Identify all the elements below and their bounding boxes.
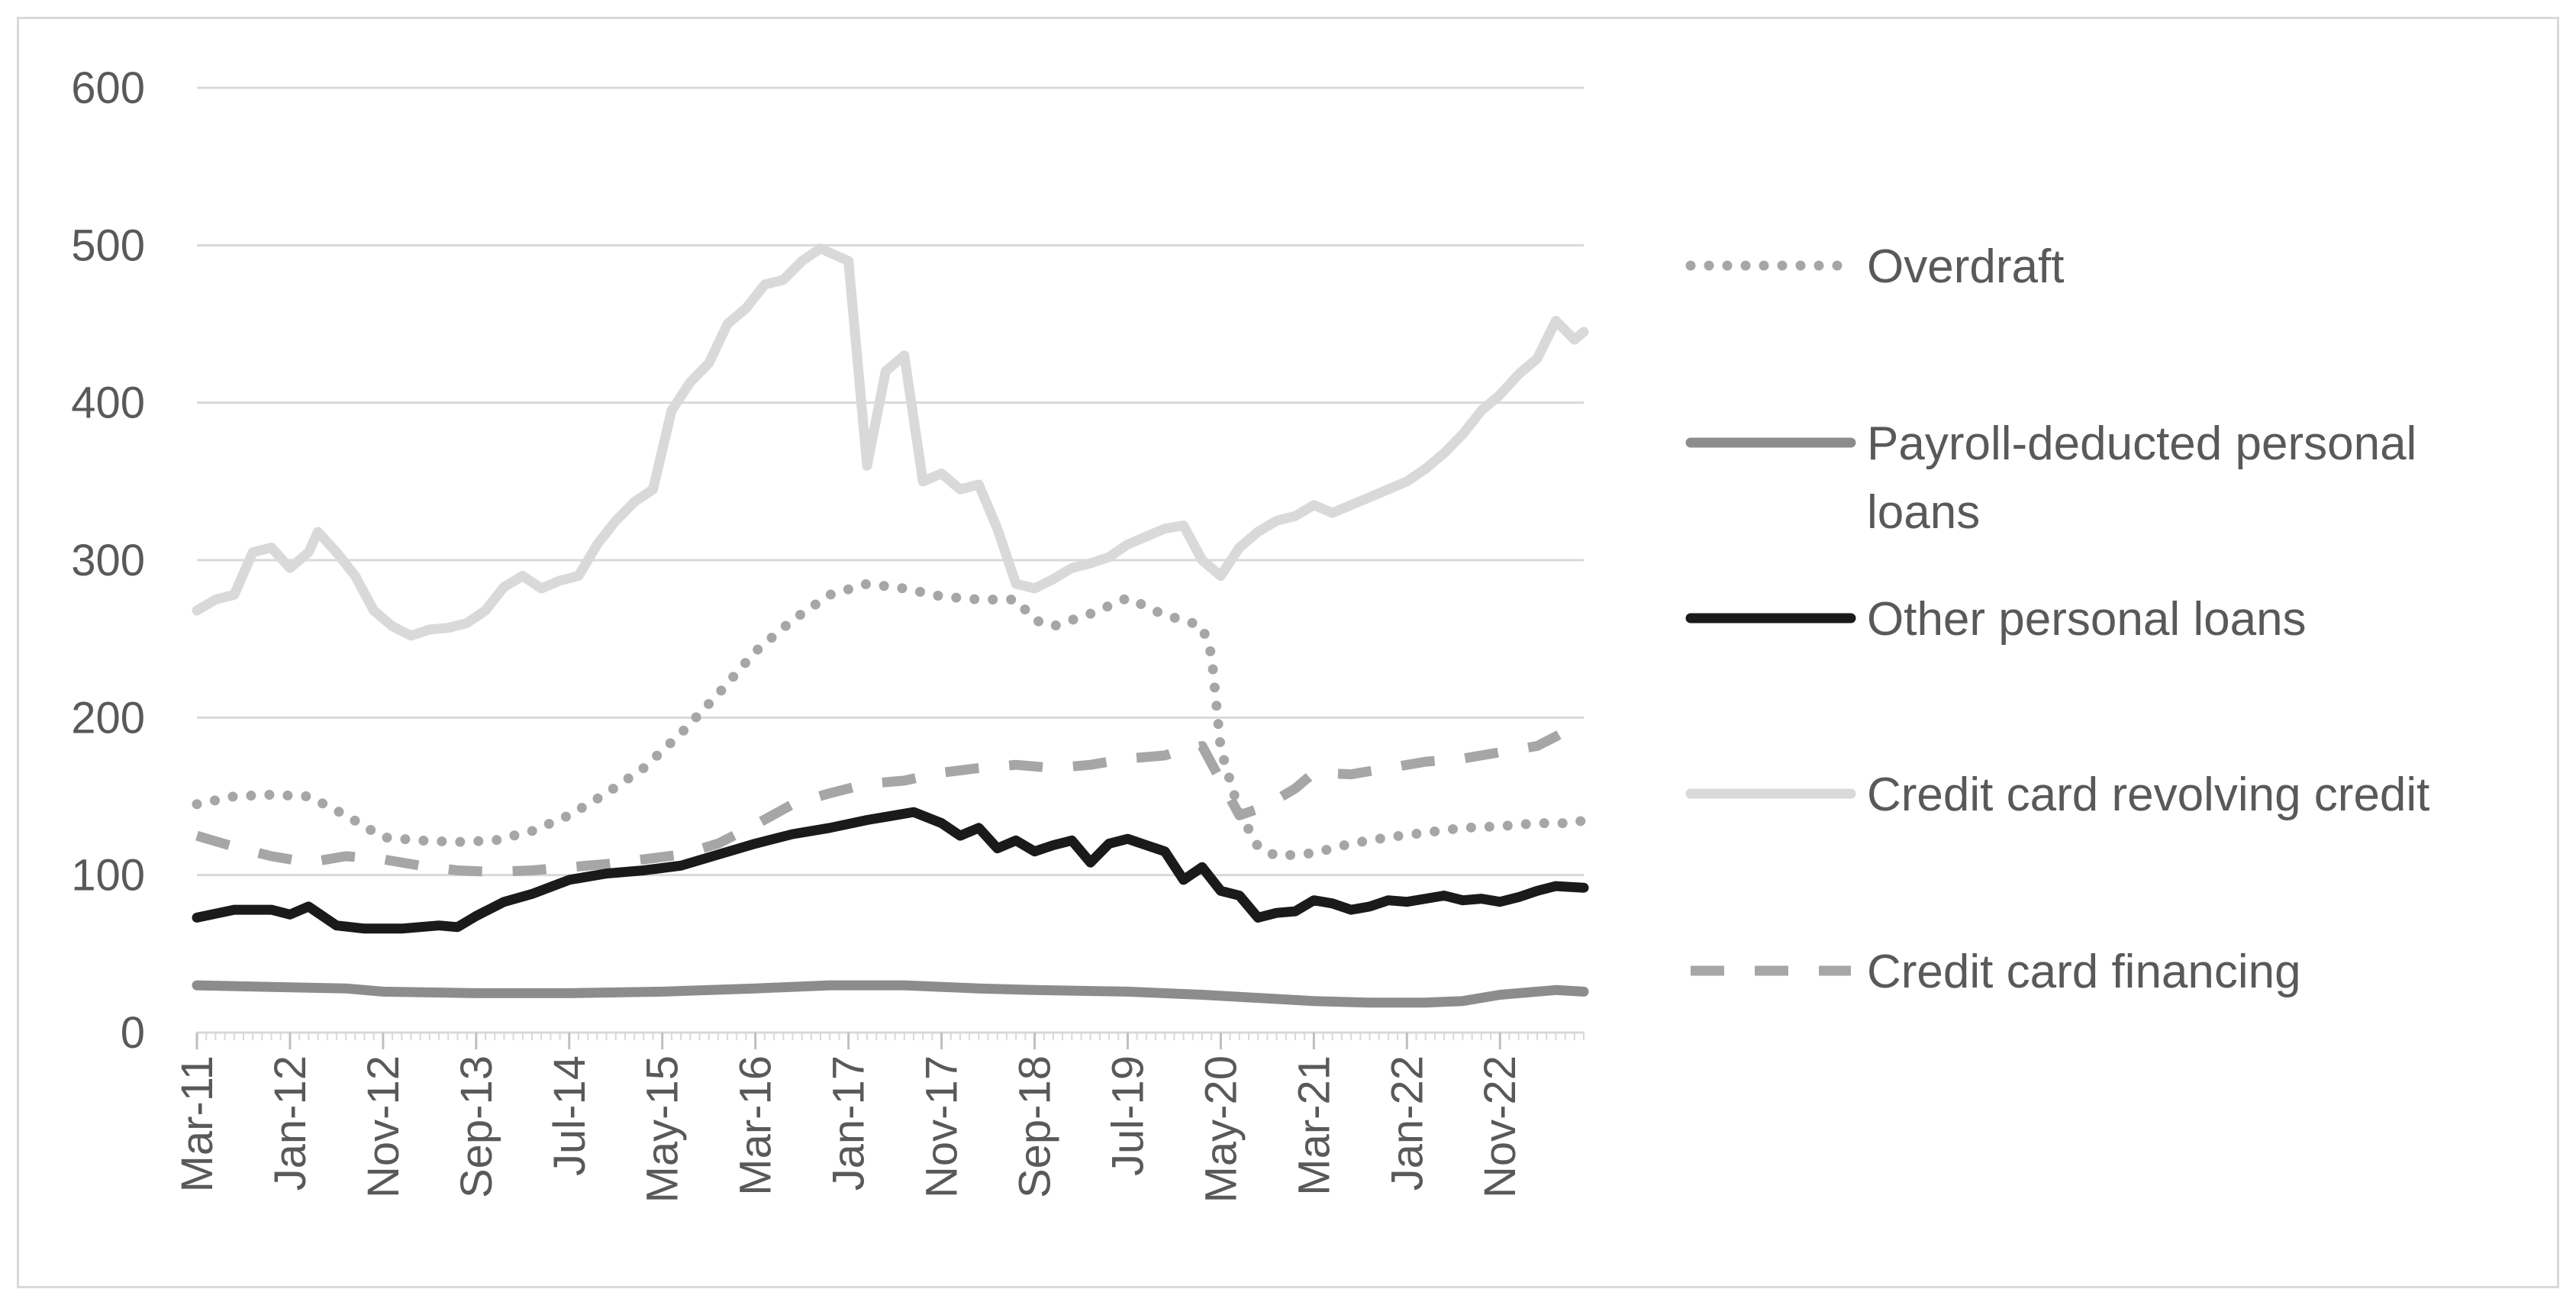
gridlines [197, 86, 1584, 877]
x-tick-label: Jul-19 [1103, 1055, 1153, 1176]
legend-label: Credit card financing [1867, 946, 2301, 998]
x-tick-label: Mar-21 [1289, 1055, 1339, 1196]
series-group [192, 243, 1589, 1008]
x-axis: Mar-11 Jan-12 Nov-12 Sep-13 Jul-14 May-15 Mar-… [172, 1031, 1585, 1203]
x-tick-label: Nov-17 [917, 1055, 967, 1198]
chart-frame [17, 17, 2559, 1288]
y-tick-label: 600 [71, 63, 145, 113]
x-tick-label: Nov-22 [1475, 1055, 1525, 1198]
legend-label: Overdraft [1867, 240, 2064, 293]
x-tick-label: Nov-12 [359, 1055, 408, 1198]
legend-label: loans [1867, 486, 1980, 539]
legend: Overdraft Payroll-deducted personal loans O… [1685, 240, 2429, 998]
series-line-credit-card-revolving-credit [192, 243, 1589, 641]
x-tick-label: Sep-13 [452, 1055, 501, 1198]
y-tick-label: 100 [71, 851, 145, 901]
legend-label: Other personal loans [1867, 593, 2307, 646]
x-tick-label: Mar-11 [172, 1055, 222, 1192]
x-tick-label: Jan-12 [266, 1055, 315, 1191]
legend-label: Payroll-deducted personal [1867, 417, 2416, 470]
legend-label: Credit card revolving credit [1867, 768, 2429, 821]
series-line-payroll-deducted-personal-loans [192, 980, 1589, 1008]
series-line-other-personal-loans [192, 807, 1589, 934]
y-tick-label: 500 [71, 221, 145, 270]
x-tick-label: Jul-14 [545, 1055, 595, 1176]
y-tick-label: 200 [71, 693, 145, 743]
y-axis: 0 100 200 300 400 500 600 [71, 63, 145, 1058]
x-tick-label: May-15 [638, 1055, 688, 1203]
y-tick-label: 300 [71, 536, 145, 585]
x-tick-label: Jan-22 [1382, 1055, 1432, 1191]
x-tick-label: May-20 [1196, 1055, 1246, 1203]
x-tick-label: Mar-16 [731, 1055, 781, 1196]
x-tick-label: Jan-17 [824, 1055, 874, 1191]
series-line-credit-card-financing [195, 716, 1586, 877]
x-tick-label: Sep-18 [1011, 1055, 1060, 1198]
y-tick-label: 400 [71, 379, 145, 428]
y-tick-label: 0 [121, 1008, 145, 1058]
series-line-overdraft [192, 578, 1589, 862]
